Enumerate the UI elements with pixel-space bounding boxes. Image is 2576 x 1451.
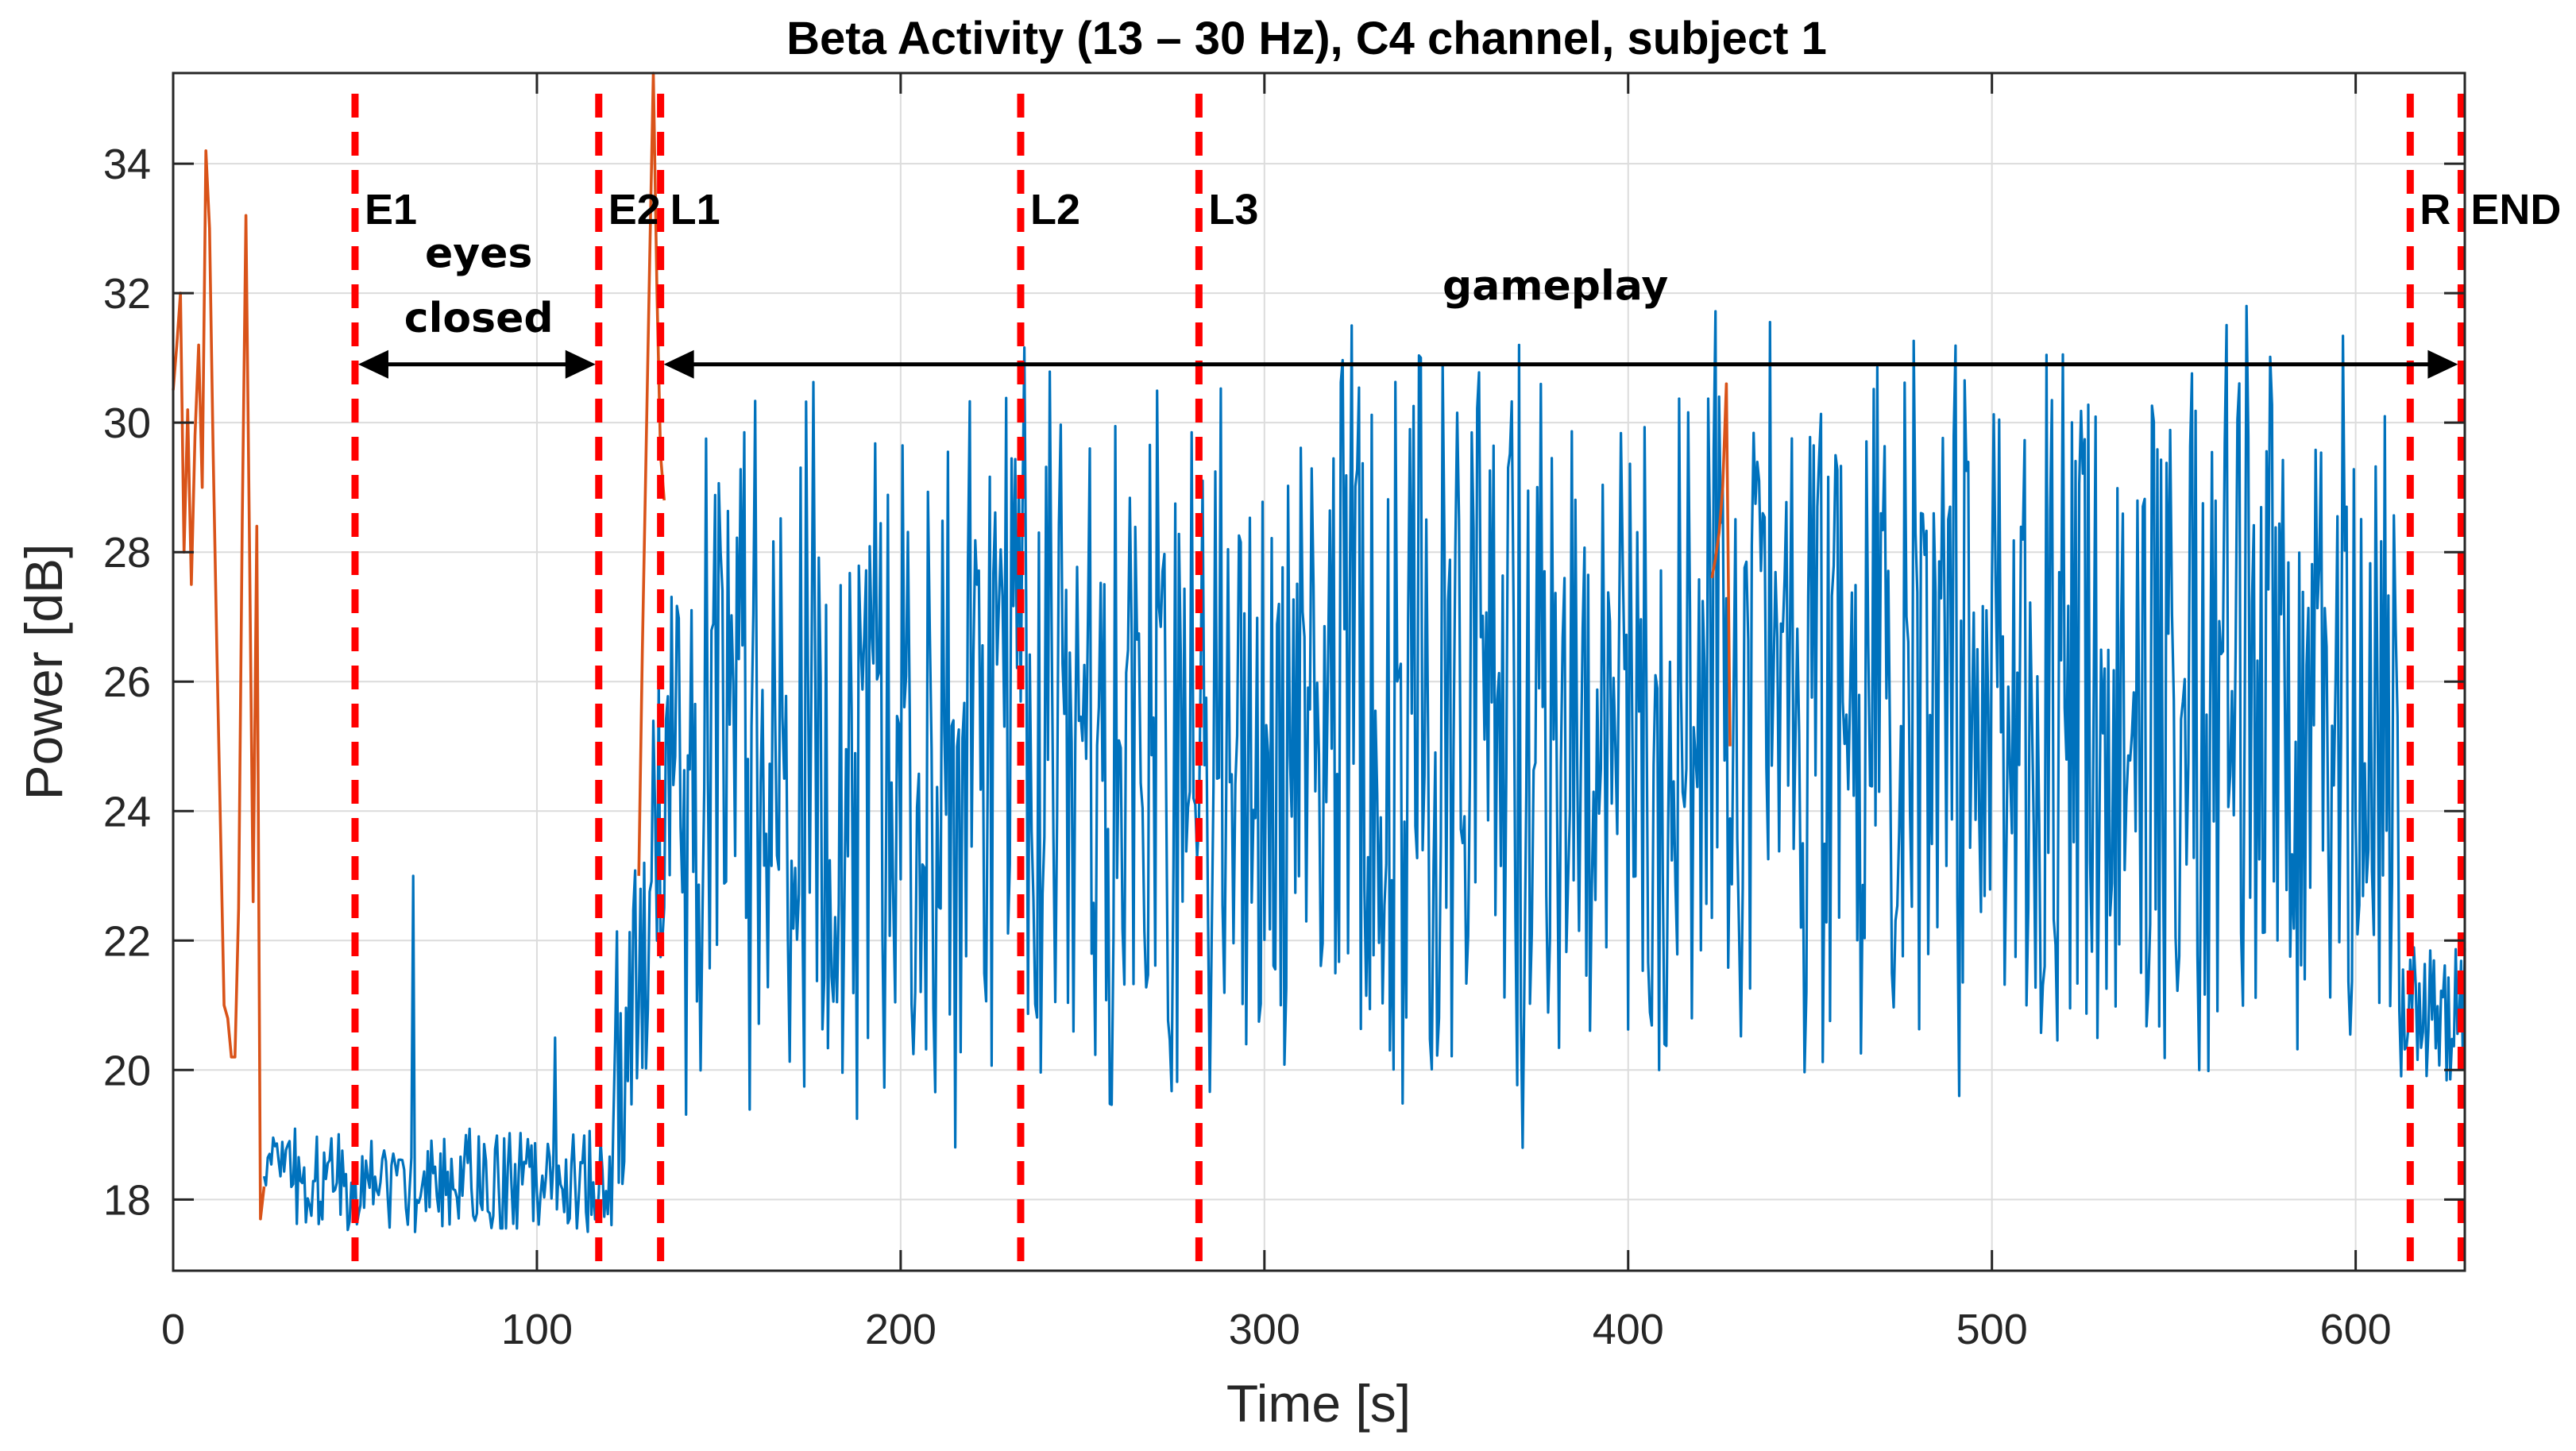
x-tick-label: 0 xyxy=(161,1306,185,1353)
artifact-series xyxy=(172,71,1732,1221)
annotation-eyes: eyes xyxy=(425,230,532,278)
span-arrow xyxy=(357,349,596,379)
span-arrow xyxy=(663,349,2458,379)
artifact-segment xyxy=(1710,382,1732,747)
event-label-l3: L3 xyxy=(1208,186,1258,233)
x-axis-label: Time [s] xyxy=(1226,1374,1411,1433)
y-tick-label: 20 xyxy=(103,1047,151,1094)
y-tick-label: 18 xyxy=(103,1176,151,1224)
y-tick-label: 24 xyxy=(103,788,151,835)
y-tick-label: 30 xyxy=(103,399,151,447)
x-tick-label: 600 xyxy=(2320,1306,2392,1353)
y-tick-label: 22 xyxy=(103,917,151,965)
event-label-e1: E1 xyxy=(365,186,417,233)
chart-title: Beta Activity (13 – 30 Hz), C4 channel, … xyxy=(786,13,1827,64)
annotations: eyes closed gameplay xyxy=(357,230,2458,379)
event-label-end: END xyxy=(2470,186,2561,233)
beta-power-series xyxy=(262,304,2466,1233)
artifact-segment xyxy=(172,149,266,1221)
beta-power-line xyxy=(262,304,2466,1233)
x-tick-label: 300 xyxy=(1229,1306,1300,1353)
annotation-gameplay: gameplay xyxy=(1442,262,1668,310)
y-tick-label: 34 xyxy=(103,141,151,188)
event-label-l2: L2 xyxy=(1030,186,1080,233)
event-markers: E1 E2 L1 L2 L3 R END xyxy=(351,94,2561,1271)
x-tick-label: 100 xyxy=(501,1306,573,1353)
x-tick-label: 200 xyxy=(865,1306,937,1353)
plot-frame xyxy=(172,71,2466,1272)
x-tick-label: 400 xyxy=(1593,1306,1664,1353)
event-label-l1: L1 xyxy=(670,186,720,233)
axis-ticks: 0 100 200 300 400 500 600 18 20 22 24 26 28 30 32 34 xyxy=(103,73,2465,1353)
y-axis-label: Power [dB] xyxy=(14,544,73,801)
y-tick-label: 26 xyxy=(103,658,151,706)
annotation-closed: closed xyxy=(404,295,554,342)
y-tick-label: 28 xyxy=(103,529,151,577)
y-tick-label: 32 xyxy=(103,270,151,318)
event-label-e2: E2 xyxy=(608,186,661,233)
event-label-r: R xyxy=(2420,186,2450,233)
artifact-segment xyxy=(637,71,666,876)
x-tick-label: 500 xyxy=(1956,1306,2028,1353)
